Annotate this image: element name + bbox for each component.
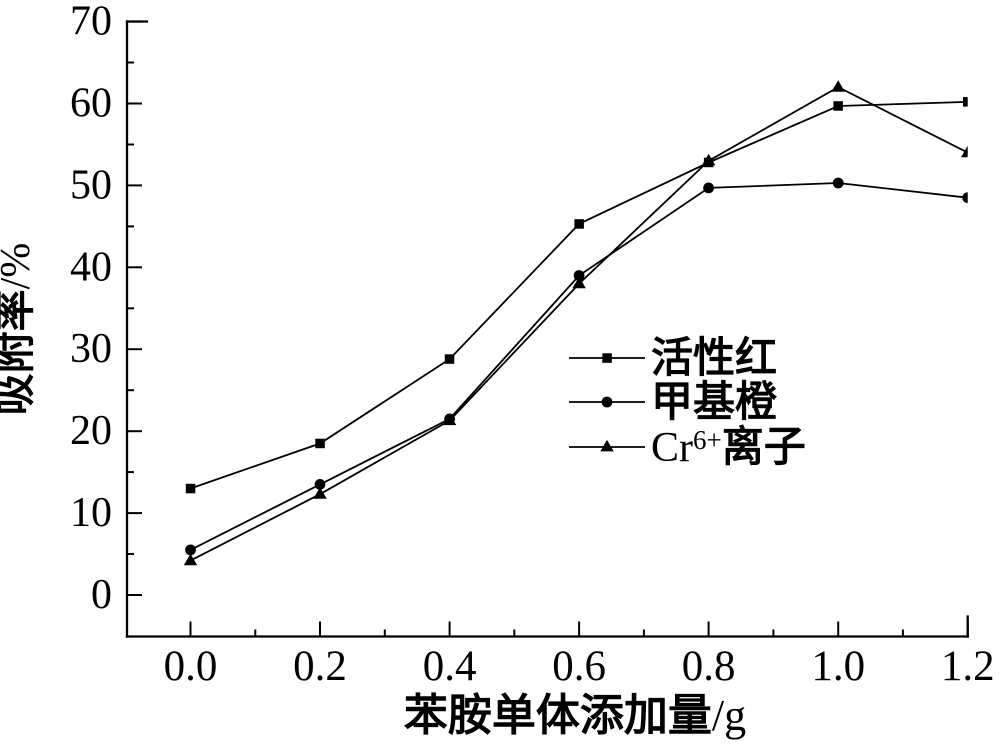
svg-text:0.4: 0.4 xyxy=(423,643,477,690)
svg-text:70: 70 xyxy=(70,0,112,45)
svg-text:0.6: 0.6 xyxy=(552,643,606,690)
svg-text:吸附率/%: 吸附率/% xyxy=(0,243,39,416)
svg-text:60: 60 xyxy=(70,81,112,127)
svg-text:30: 30 xyxy=(70,326,112,372)
svg-text:0: 0 xyxy=(91,572,112,618)
svg-text:20: 20 xyxy=(70,408,112,454)
svg-text:50: 50 xyxy=(70,162,112,208)
svg-text:0.2: 0.2 xyxy=(293,643,347,690)
svg-text:0.8: 0.8 xyxy=(682,643,736,690)
svg-text:Cr6+离子: Cr6+离子 xyxy=(651,424,806,471)
svg-text:10: 10 xyxy=(70,490,112,536)
svg-text:1.0: 1.0 xyxy=(811,643,865,690)
svg-text:甲基橙: 甲基橙 xyxy=(651,379,778,426)
svg-text:0.0: 0.0 xyxy=(164,643,218,690)
svg-text:1.2: 1.2 xyxy=(941,643,995,690)
svg-text:40: 40 xyxy=(70,244,112,290)
svg-text:活性红: 活性红 xyxy=(651,335,777,382)
svg-text:苯胺单体添加量/g: 苯胺单体添加量/g xyxy=(404,691,746,740)
